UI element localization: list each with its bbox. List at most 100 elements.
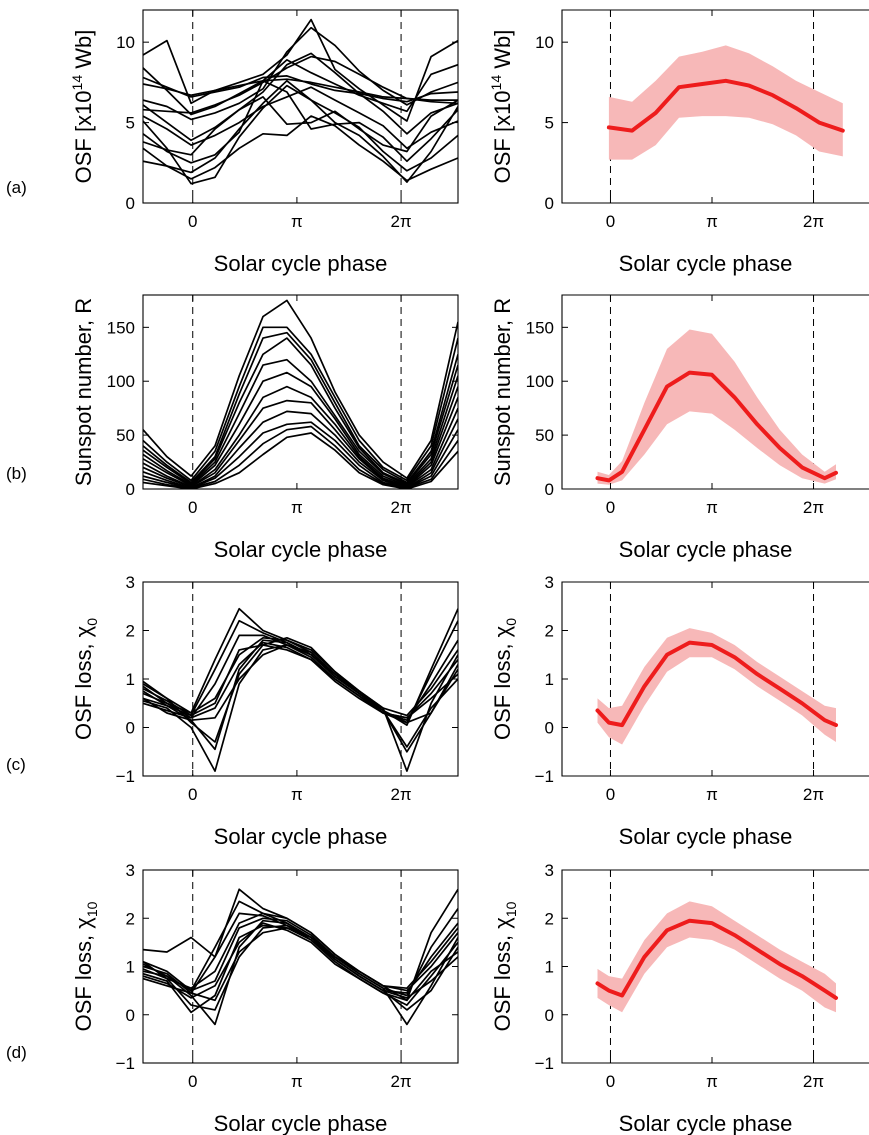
x-tick-label-0: 0 xyxy=(188,212,197,231)
y-label-main: OSF loss, χ xyxy=(71,917,96,1032)
y-tick-label-2: 1 xyxy=(126,958,135,977)
cycle-line-10 xyxy=(143,927,458,1002)
cycle-line-4 xyxy=(143,919,458,1026)
cycle-line-8 xyxy=(143,641,458,719)
cycle-line-1 xyxy=(143,607,458,726)
y-label-main: Sunspot number, R xyxy=(490,298,515,486)
cycle-line-2 xyxy=(143,59,458,116)
y-label-superscript: 14 xyxy=(69,75,85,91)
cycle-line-9 xyxy=(143,644,458,724)
y-label-subscript: 10 xyxy=(84,901,100,917)
y-tick-label-1: 50 xyxy=(535,426,554,445)
cycle-line-11 xyxy=(143,79,458,174)
axes-box xyxy=(561,294,869,490)
y-tick-label-2: 1 xyxy=(126,670,135,689)
cycle-line-1 xyxy=(143,18,458,122)
cycle-line-8 xyxy=(143,922,458,1002)
y-tick-label-0: −1 xyxy=(535,767,554,786)
cycle-line-12 xyxy=(143,115,458,182)
subplot-a-mean: 0 5 10 0 π 2π Solar cycle phase OSF [x1014 Wb] xyxy=(488,9,869,276)
cycle-line-6 xyxy=(143,371,458,487)
x-axis-label: Solar cycle phase xyxy=(619,251,793,276)
x-tick-label-1: π xyxy=(706,498,718,517)
y-tick-label-2: 1 xyxy=(545,958,554,977)
cycle-line-10 xyxy=(143,644,458,719)
y-label-main: OSF [x10 xyxy=(490,90,515,183)
panel-label-c: (c) xyxy=(6,755,26,774)
x-tick-label-1: π xyxy=(291,498,303,517)
y-tick-label-3: 2 xyxy=(126,909,135,928)
cycle-line-3 xyxy=(143,912,458,994)
y-label-subscript: 0 xyxy=(503,618,519,626)
y-label-main: OSF loss, χ xyxy=(490,917,515,1032)
y-label-main: Sunspot number, R xyxy=(71,298,96,486)
y-axis-label: OSF [x1014 Wb] xyxy=(488,30,515,184)
x-axis-label: Solar cycle phase xyxy=(619,1111,793,1135)
x-tick-label-2: 2π xyxy=(390,212,411,231)
plot-area xyxy=(143,10,458,203)
axes-box xyxy=(561,581,869,777)
plot-area xyxy=(595,295,838,489)
y-tick-label-1: 50 xyxy=(116,426,135,445)
y-tick-label-0: 0 xyxy=(545,194,554,213)
cycle-line-2 xyxy=(143,619,458,724)
plot-area xyxy=(143,870,458,1063)
cycle-line-4 xyxy=(143,337,458,485)
cycle-line-3 xyxy=(143,75,458,103)
y-axis-label: OSF loss, χ10 xyxy=(71,901,100,1031)
y-tick-label-1: 0 xyxy=(126,1006,135,1025)
x-axis-label: Solar cycle phase xyxy=(619,824,793,849)
x-tick-label-1: π xyxy=(291,1072,303,1091)
y-label-main: OSF loss, χ xyxy=(490,625,515,740)
x-axis-label: Solar cycle phase xyxy=(214,824,388,849)
x-tick-label-0: 0 xyxy=(188,1072,197,1091)
y-tick-label-3: 2 xyxy=(545,909,554,928)
subplot-d-mean: −1 0 1 2 3 0 π 2π Solar cycle phase OSF loss, χ10 xyxy=(490,861,869,1135)
x-tick-label-0: 0 xyxy=(606,785,615,804)
y-label-main: OSF loss, χ xyxy=(71,625,96,740)
x-tick-label-2: 2π xyxy=(803,498,824,517)
cycle-line-4 xyxy=(143,639,458,772)
y-tick-label-2: 100 xyxy=(107,372,135,391)
plot-area xyxy=(595,870,838,1063)
mean-line xyxy=(606,78,845,133)
y-axis-label: OSF loss, χ0 xyxy=(490,618,519,740)
subplot-d-cycles: −1 0 1 2 3 0 π 2π Solar cycle phase OSF loss, χ10 xyxy=(71,861,459,1135)
cycle-line-13 xyxy=(143,84,458,185)
spread-band xyxy=(608,45,843,160)
cycle-line-10 xyxy=(143,96,458,156)
y-tick-label-0: −1 xyxy=(116,767,135,786)
x-tick-label-2: 2π xyxy=(390,1072,411,1091)
x-axis-label: Solar cycle phase xyxy=(214,251,388,276)
cycle-line-7 xyxy=(143,52,458,142)
axes-box xyxy=(142,869,459,1064)
y-tick-label-0: 0 xyxy=(126,194,135,213)
y-tick-label-1: 0 xyxy=(126,719,135,738)
cycle-line-5 xyxy=(143,644,458,772)
cycle-line-7 xyxy=(143,636,458,748)
mean-line xyxy=(595,640,838,728)
subplot-b-mean: 0 50 100 150 0 π 2π Solar cycle phase Sunspot nu… xyxy=(490,294,869,562)
cycle-line-2 xyxy=(143,326,458,482)
cycle-line-7 xyxy=(143,924,458,1014)
spread-band xyxy=(597,901,836,1013)
plot-area xyxy=(606,10,845,203)
axes-box xyxy=(142,9,459,204)
y-tick-label-3: 150 xyxy=(107,318,135,337)
y-tick-label-0: 0 xyxy=(545,480,554,499)
y-tick-label-0: −1 xyxy=(535,1054,554,1073)
plot-area xyxy=(595,582,838,776)
y-tick-label-2: 100 xyxy=(526,372,554,391)
y-tick-label-4: 3 xyxy=(545,573,554,592)
y-label-subscript: 10 xyxy=(503,901,519,917)
y-tick-label-2: 10 xyxy=(535,33,554,52)
y-tick-label-2: 1 xyxy=(545,670,554,689)
subplot-b-cycles: 0 50 100 150 0 π 2π Solar cycle phase Sunspot nu… xyxy=(71,294,459,562)
plot-area xyxy=(143,295,458,489)
y-tick-label-0: 0 xyxy=(126,480,135,499)
x-tick-label-2: 2π xyxy=(390,498,411,517)
